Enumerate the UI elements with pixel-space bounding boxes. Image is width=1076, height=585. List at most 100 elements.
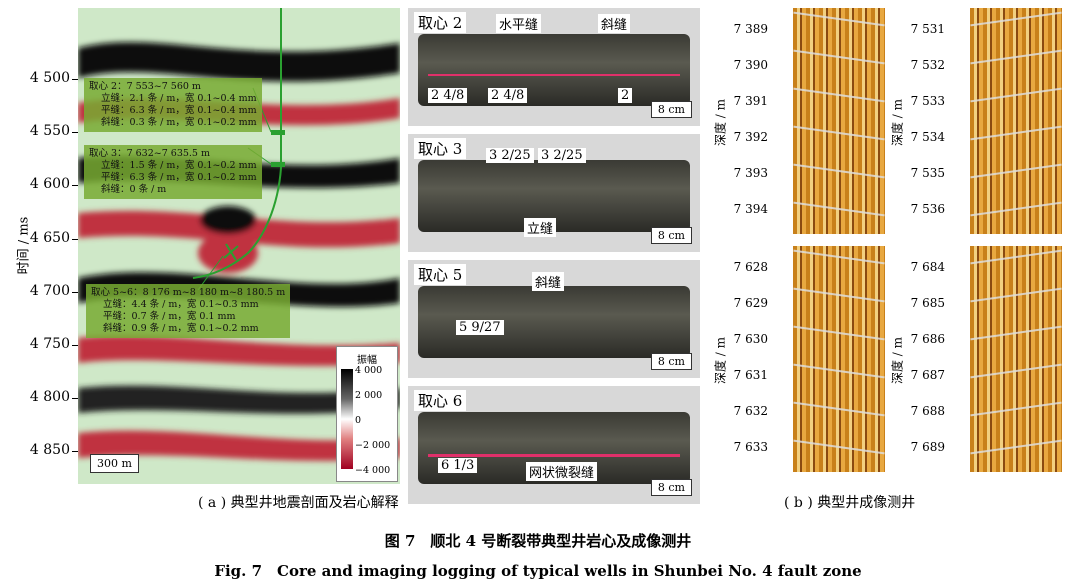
fracture-trace [793, 401, 885, 417]
imaging-log-depth-tick: 7 393 [733, 166, 768, 180]
imaging-log-panel [970, 8, 1062, 234]
colorbar-gradient [341, 369, 353, 469]
annotation-title: 取心 5~6：8 176 m~8 180 m~8 180.5 m [91, 287, 286, 298]
core-label: 取心 5 [414, 264, 467, 285]
fracture-trace [793, 87, 885, 103]
fracture-trace [970, 325, 1062, 341]
colorbar-tick: 4 000 [355, 365, 383, 376]
imaging-log-depth-tick: 7 389 [733, 22, 768, 36]
seismic-y-tick-mark [72, 132, 78, 133]
annotation-line: 平缝：6.3 条 / m，宽 0.1~0.2 mm [101, 172, 257, 183]
colorbar: 振幅 4 000 2 000 0 −2 000 −4 000 [336, 346, 398, 482]
core-note: 斜缝 [598, 14, 631, 33]
imaging-log-depth-tick: 7 531 [910, 22, 945, 36]
imaging-log-depth-tick: 7 685 [910, 296, 945, 310]
imaging-log-depth-tick: 7 392 [733, 130, 768, 144]
seismic-section: 取心 2：7 553~7 560 m 立缝：2.1 条 / m，宽 0.1~0.… [78, 8, 400, 484]
fracture-trace [970, 287, 1062, 303]
imaging-log-depth-tick: 7 688 [910, 404, 945, 418]
imaging-log-depth-tick: 7 686 [910, 332, 945, 346]
fracture-trace [970, 201, 1062, 217]
fracture-trace [970, 249, 1062, 265]
fracture-trace [970, 401, 1062, 417]
fracture-trace [970, 49, 1062, 65]
imaging-log-depth-tick: 7 533 [910, 94, 945, 108]
seismic-y-tick: 4 850 [29, 442, 70, 458]
imaging-log-depth-tick: 7 632 [733, 404, 768, 418]
fracture-trace [793, 125, 885, 141]
imaging-log-depth-tick: 7 535 [910, 166, 945, 180]
core-tag: 2 4/8 [428, 88, 468, 103]
fracture-trace [793, 439, 885, 455]
seismic-y-tick-mark [72, 185, 78, 186]
caption-b: ( b ) 典型井成像测井 [784, 495, 916, 511]
fracture-trace [793, 49, 885, 65]
imaging-log-depth-tick: 7 536 [910, 202, 945, 216]
imaging-log-depth-tick: 7 390 [733, 58, 768, 72]
annotation-line: 平缝：0.7 条 / m，宽 0.1 mm [103, 311, 236, 322]
imaging-log-depth-tick: 7 391 [733, 94, 768, 108]
figure-caption-en: Fig. 7 Core and imaging logging of typic… [214, 562, 862, 580]
core-note: 水平缝 [496, 14, 542, 33]
colorbar-tick: −4 000 [355, 465, 391, 476]
imaging-log-depth-tick: 7 633 [733, 440, 768, 454]
scale-bar: 300 m [90, 454, 139, 473]
core-scale: 8 cm [650, 479, 692, 496]
annotation-title: 取心 3：7 632~7 635.5 m [89, 148, 211, 159]
imaging-log-y-label: 深度 / m [890, 98, 905, 147]
annotation-line: 斜缝：0.3 条 / m，宽 0.1~0.2 mm [101, 117, 257, 128]
figure-caption-cn: 图 7 顺北 4 号断裂带典型井岩心及成像测井 [384, 532, 692, 550]
fracture-line [428, 454, 680, 457]
annotation-line: 斜缝：0 条 / m [101, 184, 167, 195]
annotation-line: 立缝：2.1 条 / m，宽 0.1~0.4 mm [101, 93, 257, 104]
core-note: 斜缝 [532, 272, 565, 291]
imaging-log-panel [793, 8, 885, 234]
core-note: 立缝 [524, 218, 557, 237]
annotation-line: 立缝：1.5 条 / m，宽 0.1~0.2 mm [101, 160, 257, 171]
seismic-y-tick-mark [72, 345, 78, 346]
core-photo-3: 取心 3 3 2/25 3 2/25 立缝 8 cm [408, 134, 700, 252]
fracture-trace [793, 11, 885, 27]
imaging-log-depth-tick: 7 628 [733, 260, 768, 274]
core-tag: 3 2/25 [538, 148, 586, 163]
core-tag: 5 9/27 [456, 320, 504, 335]
imaging-log-depth-tick: 7 394 [733, 202, 768, 216]
fracture-trace [970, 11, 1062, 27]
annotation-core-3: 取心 3：7 632~7 635.5 m 立缝：1.5 条 / m，宽 0.1~… [84, 145, 262, 199]
fracture-trace [970, 87, 1062, 103]
seismic-y-tick: 4 650 [29, 230, 70, 246]
fracture-trace [793, 287, 885, 303]
annotation-line: 平缝：6.3 条 / m，宽 0.1~0.4 mm [101, 105, 257, 116]
imaging-log-depth-tick: 7 630 [733, 332, 768, 346]
fracture-trace [793, 201, 885, 217]
imaging-log-panel [793, 246, 885, 472]
imaging-log-y-label: 深度 / m [890, 336, 905, 385]
fracture-trace [970, 363, 1062, 379]
seismic-y-tick-mark [72, 292, 78, 293]
core-label: 取心 6 [414, 390, 467, 411]
core-tag: 2 4/8 [488, 88, 528, 103]
seismic-y-tick: 4 600 [29, 176, 70, 192]
core-photo-5: 取心 5 5 9/27 斜缝 8 cm [408, 260, 700, 378]
fracture-trace [793, 163, 885, 179]
core-tag: 2 [618, 88, 633, 103]
imaging-log-depth-tick: 7 532 [910, 58, 945, 72]
core-note: 网状微裂缝 [526, 462, 598, 481]
seismic-y-tick: 4 550 [29, 123, 70, 139]
core-tag: 6 1/3 [438, 458, 478, 473]
seismic-y-tick: 4 700 [29, 283, 70, 299]
fracture-trace [970, 163, 1062, 179]
imaging-log-depth-tick: 7 631 [733, 368, 768, 382]
annotation-core-5-6: 取心 5~6：8 176 m~8 180 m~8 180.5 m 立缝：4.4 … [86, 284, 291, 338]
imaging-log-depth-tick: 7 629 [733, 296, 768, 310]
core-scale: 8 cm [650, 101, 692, 118]
colorbar-tick: −2 000 [355, 440, 391, 451]
annotation-core-2: 取心 2：7 553~7 560 m 立缝：2.1 条 / m，宽 0.1~0.… [84, 78, 262, 132]
core-scale: 8 cm [650, 353, 692, 370]
horizontal-fracture-line [428, 74, 680, 76]
caption-a: ( a ) 典型井地震剖面及岩心解释 [198, 495, 399, 511]
seismic-y-tick-mark [72, 239, 78, 240]
core-label: 取心 2 [414, 12, 467, 33]
fracture-trace [970, 125, 1062, 141]
seismic-y-tick: 4 750 [29, 336, 70, 352]
